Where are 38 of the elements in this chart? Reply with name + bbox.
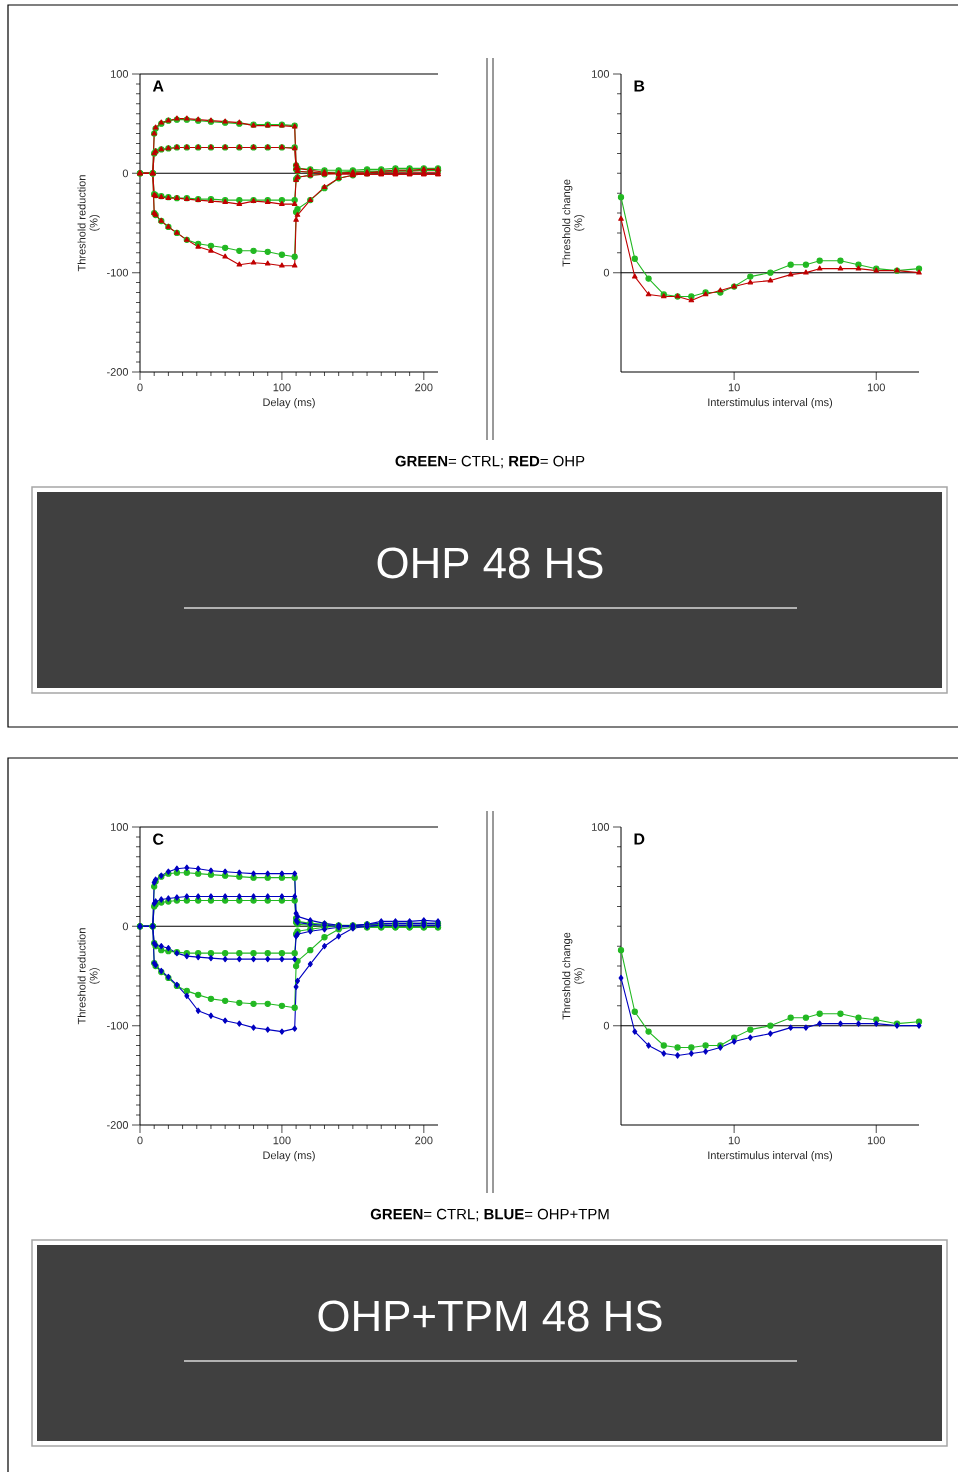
y-tick-label: 100	[592, 70, 610, 78]
chart-title: C	[153, 833, 164, 845]
y-tick-label: -100	[107, 1021, 129, 1030]
y-tick-label: -100	[107, 268, 129, 277]
x-tick-label: 100	[273, 383, 291, 392]
x-tick-label: 0	[137, 1136, 143, 1145]
chart-title: B	[634, 80, 645, 92]
chart-title: D	[634, 833, 645, 845]
y-tick-label: 100	[592, 823, 610, 831]
x-tick-label: 100	[867, 1136, 885, 1145]
y-tick-label: 100	[111, 70, 129, 78]
y-axis-title: Threshold change (%)	[562, 932, 585, 1020]
y-axis-title: Threshold change (%)	[562, 179, 585, 267]
text: OHP+TPM 48 HS	[318, 1300, 662, 1332]
x-tick-label: 10	[728, 383, 740, 392]
text: GREEN= CTRL; RED= OHP	[395, 455, 585, 469]
x-tick-label: 200	[415, 1136, 433, 1145]
x-axis-title: Delay (ms)	[263, 398, 315, 409]
x-tick-label: 200	[415, 383, 433, 392]
x-tick-label: 0	[137, 383, 143, 392]
y-axis-title: Threshold reduction (%)	[77, 928, 100, 1025]
x-tick-label: 100	[273, 1136, 291, 1145]
x-axis-title: Interstimulus interval (ms)	[708, 1151, 833, 1162]
y-tick-label: 0	[122, 922, 129, 931]
x-tick-label: 100	[867, 383, 885, 392]
y-tick-label: 100	[111, 823, 129, 831]
y-tick-label: 0	[603, 268, 610, 277]
text: GREEN= CTRL; BLUE= OHP+TPM	[370, 1208, 609, 1222]
y-tick-label: -200	[107, 1121, 129, 1129]
y-tick-label: 0	[122, 169, 129, 178]
text: OHP 48 HS	[377, 547, 603, 579]
x-tick-label: 10	[728, 1136, 740, 1145]
x-axis-title: Interstimulus interval (ms)	[708, 398, 833, 409]
y-axis-title: Threshold reduction (%)	[77, 175, 100, 272]
chart-title: A	[152, 80, 164, 92]
x-axis-title: Delay (ms)	[263, 1151, 315, 1162]
y-tick-label: -200	[107, 368, 129, 376]
y-tick-label: 0	[603, 1021, 610, 1030]
